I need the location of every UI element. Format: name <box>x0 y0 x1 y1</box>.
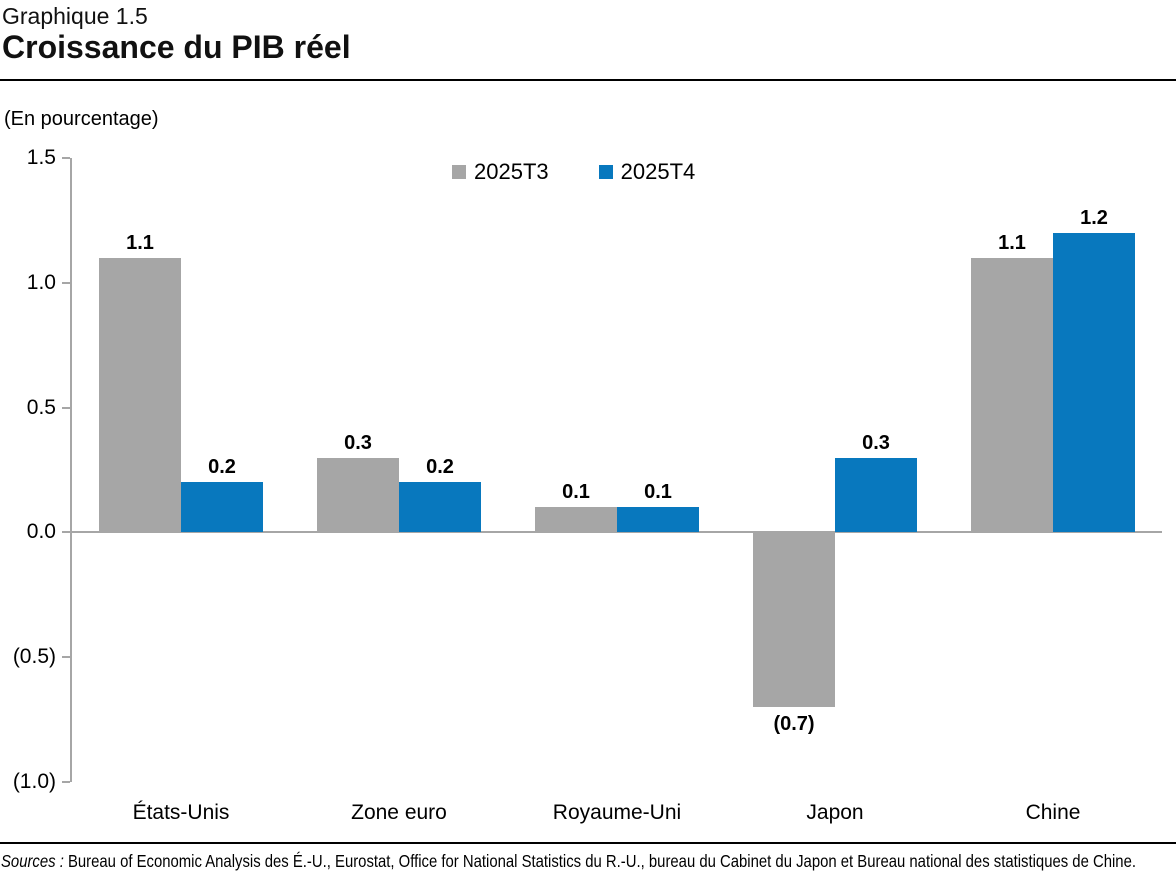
legend-swatch <box>452 165 466 179</box>
y-axis-tick <box>62 406 70 409</box>
bar-value-label: 0.3 <box>862 431 890 454</box>
y-tick-label: (1.0) <box>12 770 56 793</box>
bar-value-label: 1.1 <box>998 231 1026 254</box>
bar-2025T3 <box>971 257 1053 533</box>
x-category-label: Japon <box>806 801 864 824</box>
x-category-label: Chine <box>1025 801 1081 824</box>
bar-2025T4 <box>835 457 917 533</box>
y-tick-label: 1.5 <box>26 146 56 169</box>
legend-label: 2025T4 <box>620 159 696 184</box>
y-tick-label: (0.5) <box>12 645 56 669</box>
bar-value-label: 0.3 <box>344 431 372 454</box>
bar-2025T4 <box>1053 232 1135 533</box>
source-prefix: Sources : <box>1 851 64 871</box>
zero-line <box>72 531 1162 534</box>
bar-value-label: (0.7) <box>773 713 815 736</box>
footer-divider <box>0 842 1176 844</box>
bar-2025T4 <box>181 482 263 533</box>
bar-2025T3 <box>535 507 617 533</box>
bar-value-label: 1.2 <box>1080 206 1108 229</box>
y-tick-label: 1.0 <box>26 270 56 294</box>
bar-value-label: 0.1 <box>562 481 590 504</box>
y-tick-label: 0.5 <box>26 395 56 419</box>
legend-swatch <box>598 165 613 179</box>
bar-value-label: 0.2 <box>426 456 454 479</box>
bar-value-label: 0.1 <box>644 481 672 504</box>
y-axis-tick <box>62 157 70 159</box>
bar-2025T3 <box>99 257 181 533</box>
y-axis-line <box>70 158 72 782</box>
bar-2025T3 <box>317 457 399 533</box>
legend-item-2025T4: 2025T4 <box>598 159 696 185</box>
bar-2025T4 <box>617 507 699 533</box>
y-axis-tick <box>62 531 70 534</box>
x-category-label: Royaume-Uni <box>552 801 682 824</box>
y-axis-tick <box>62 656 70 659</box>
bar-value-label: 1.1 <box>126 231 154 254</box>
chart-number: Graphique 1.5 <box>2 3 148 29</box>
legend-item-2025T3: 2025T3 <box>452 159 549 185</box>
source-text: Bureau of Economic Analysis des É.-U., E… <box>63 851 1136 871</box>
chart-legend: 2025T3 2025T4 <box>452 158 695 186</box>
x-category-label: Zone euro <box>351 801 447 824</box>
legend-label: 2025T3 <box>474 159 549 184</box>
bar-value-label: 0.2 <box>208 456 236 479</box>
chart-title: Croissance du PIB réel <box>2 29 351 65</box>
units-label: (En pourcentage) <box>4 108 159 130</box>
source-note: Sources : Bureau of Economic Analysis de… <box>1 849 1136 873</box>
y-axis-tick <box>62 781 70 783</box>
bar-2025T4 <box>399 482 481 533</box>
title-divider <box>0 79 1176 81</box>
y-tick-label: 0.0 <box>26 520 56 544</box>
x-category-label: États-Unis <box>132 801 230 824</box>
bar-2025T3 <box>753 532 835 708</box>
y-axis-tick <box>62 281 70 284</box>
